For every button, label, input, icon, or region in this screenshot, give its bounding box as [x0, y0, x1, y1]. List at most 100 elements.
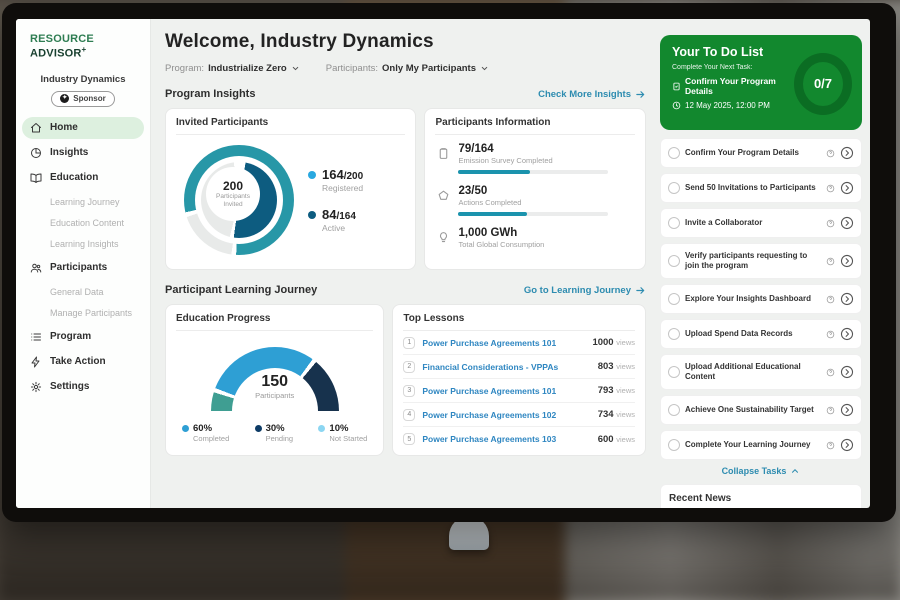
sidebar-item-home[interactable]: Home	[22, 116, 144, 139]
checkbox[interactable]	[668, 404, 680, 416]
todo-item[interactable]: Verify participants requesting to join t…	[660, 243, 862, 279]
invited-participants-donut-chart: 200 Participants Invited	[184, 145, 294, 255]
lesson-link[interactable]: Power Purchase Agreements 101	[422, 337, 557, 348]
lesson-link[interactable]: Power Purchase Agreements 102	[422, 409, 557, 420]
gauge-center-value: 150	[261, 373, 289, 390]
todo-item[interactable]: Upload Additional Educational Content	[660, 354, 862, 390]
donut-center-label: Participants Invited	[216, 192, 250, 208]
help-icon[interactable]	[826, 441, 835, 450]
lesson-link[interactable]: Financial Considerations - VPPAs	[422, 361, 559, 372]
invited-participants-title: Invited Participants	[176, 117, 406, 135]
chevron-right-icon[interactable]	[840, 254, 854, 268]
sidebar-item-participants[interactable]: Participants	[22, 257, 144, 279]
stat-value: 79/164	[458, 143, 494, 155]
checkbox[interactable]	[668, 217, 680, 229]
todo-item[interactable]: Send 50 Invitations to Participants	[660, 173, 862, 203]
participants-information-card: Participants Information 79/164 Emission…	[424, 108, 646, 270]
collapse-tasks-label: Collapse Tasks	[721, 466, 787, 476]
legend-dot-not-started	[318, 425, 326, 432]
todo-item-label: Explore Your Insights Dashboard	[685, 294, 811, 303]
sidebar-item-education-content[interactable]: Education Content	[22, 213, 144, 233]
lesson-rank: 4	[403, 408, 416, 421]
todo-item[interactable]: Confirm Your Program Details	[660, 138, 862, 168]
help-icon[interactable]	[826, 330, 835, 339]
sidebar-item-learning-journey[interactable]: Learning Journey	[22, 192, 144, 212]
sidebar-subitem-label: Learning Journey	[50, 196, 120, 207]
todo-item[interactable]: Achieve One Sustainability Target	[660, 395, 862, 425]
sidebar-item-program[interactable]: Program	[22, 326, 144, 348]
sponsor-badge-icon: ✦	[60, 94, 70, 104]
todo-item[interactable]: Upload Spend Data Records	[660, 319, 862, 349]
help-icon[interactable]	[826, 257, 835, 266]
chevron-right-icon[interactable]	[840, 365, 854, 379]
go-to-learning-journey-label: Go to Learning Journey	[523, 284, 631, 296]
views-suffix: views	[616, 386, 635, 395]
logo-resource: RESOURCE	[30, 33, 94, 45]
sidebar-item-general-data[interactable]: General Data	[22, 282, 144, 302]
chevron-right-icon[interactable]	[840, 216, 854, 230]
lesson-views: 803	[597, 361, 614, 372]
checkbox[interactable]	[668, 439, 680, 451]
sidebar-item-take-action[interactable]: Take Action	[22, 351, 144, 373]
go-to-learning-journey-link[interactable]: Go to Learning Journey	[524, 285, 646, 296]
chevron-up-icon	[792, 469, 799, 473]
help-icon[interactable]	[826, 406, 835, 415]
program-dropdown[interactable]: Program: Industrialize Zero	[165, 63, 300, 74]
participants-dropdown[interactable]: Participants: Only My Participants	[326, 63, 489, 74]
lesson-row: 2 Financial Considerations - VPPAs 803 v…	[403, 355, 635, 379]
help-icon[interactable]	[826, 368, 835, 377]
recent-news-card: Recent News	[660, 484, 862, 508]
todo-item-label: Confirm Your Program Details	[685, 148, 799, 157]
checkbox[interactable]	[668, 328, 680, 340]
lesson-views: 1000	[592, 337, 614, 348]
checkbox[interactable]	[668, 293, 680, 305]
checkbox[interactable]	[668, 255, 680, 267]
chevron-right-icon[interactable]	[840, 403, 854, 417]
chevron-right-icon[interactable]	[840, 438, 854, 452]
sidebar-item-settings[interactable]: Settings	[22, 376, 144, 398]
lesson-link[interactable]: Power Purchase Agreements 103	[422, 434, 557, 444]
help-icon[interactable]	[826, 149, 835, 158]
sidebar-item-education[interactable]: Education	[22, 167, 144, 189]
progress-bar	[458, 212, 609, 216]
checkbox[interactable]	[668, 182, 680, 194]
lesson-rank: 2	[403, 360, 416, 373]
lesson-row: 4 Power Purchase Agreements 102 734 view…	[403, 403, 635, 427]
help-icon[interactable]	[826, 219, 835, 228]
todo-item[interactable]: Invite a Collaborator	[660, 208, 862, 238]
program-dropdown-value: Industrialize Zero	[208, 63, 287, 74]
check-more-insights-link[interactable]: Check More Insights	[538, 89, 646, 100]
lesson-link[interactable]: Power Purchase Agreements 101	[422, 385, 557, 396]
chevron-right-icon[interactable]	[840, 327, 854, 341]
help-icon[interactable]	[826, 295, 835, 304]
checkbox[interactable]	[668, 366, 680, 378]
todo-item[interactable]: Complete Your Learning Journey	[660, 430, 862, 460]
sidebar-item-learning-insights[interactable]: Learning Insights	[22, 234, 144, 254]
todo-progress-ring: 0/7	[793, 52, 852, 115]
todo-progress-count: 0/7	[813, 76, 833, 91]
help-icon[interactable]	[826, 184, 835, 193]
collapse-tasks-link[interactable]: Collapse Tasks	[660, 466, 862, 476]
chevron-right-icon[interactable]	[840, 292, 854, 306]
sidebar-item-insights[interactable]: Insights	[22, 142, 144, 164]
arrow-right-icon	[636, 90, 645, 98]
stat-label: Actions Completed	[458, 198, 522, 207]
check-more-insights-label: Check More Insights	[538, 88, 631, 100]
program-icon	[31, 333, 41, 341]
todo-item-label: Achieve One Sustainability Target	[685, 405, 814, 414]
todo-item[interactable]: Explore Your Insights Dashboard	[660, 284, 862, 314]
sidebar-item-manage-participants[interactable]: Manage Participants	[22, 303, 144, 323]
logo-advisor: ADVISOR	[30, 47, 82, 60]
sidebar-subitem-label: General Data	[50, 286, 104, 297]
clock-icon	[672, 101, 681, 110]
stat-value: 1,000 GWh	[458, 227, 518, 239]
checkbox[interactable]	[668, 147, 680, 159]
chevron-right-icon[interactable]	[840, 181, 854, 195]
views-suffix: views	[616, 338, 635, 347]
chevron-down-icon	[481, 66, 488, 71]
program-insights-heading: Program Insights	[165, 88, 256, 100]
chevron-right-icon[interactable]	[840, 146, 854, 160]
main-content: Welcome, Industry Dynamics Program: Indu…	[151, 19, 656, 508]
top-lessons-title: Top Lessons	[403, 313, 635, 331]
chevron-down-icon	[292, 66, 298, 71]
